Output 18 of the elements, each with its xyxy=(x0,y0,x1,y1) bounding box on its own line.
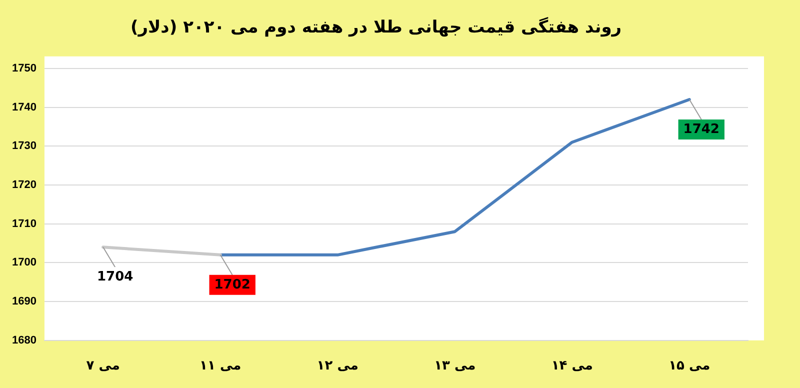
y-tick-label: 1720 xyxy=(12,179,36,192)
y-tick-label: 1710 xyxy=(12,218,36,230)
chart-title: روند هفتگی قیمت جهانی طلا در هفته دوم می ۲۰۲۰ (دلار) xyxy=(130,16,622,38)
y-tick-label: 1690 xyxy=(12,296,36,308)
data-label: 1742 xyxy=(683,122,720,137)
y-tick-label: 1730 xyxy=(12,140,36,152)
x-tick-label: ۷ می xyxy=(86,358,120,374)
y-tick-label: 1740 xyxy=(12,101,36,114)
x-tick-label: ۱۵ می xyxy=(668,358,710,374)
y-tick-label: 1750 xyxy=(12,62,36,74)
y-tick-label: 1700 xyxy=(12,256,36,269)
x-tick-label: ۱۳ می xyxy=(434,358,476,374)
x-tick-label: ۱۴ می xyxy=(551,358,593,374)
data-label: 1704 xyxy=(97,270,134,285)
x-tick-label: ۱۱ می xyxy=(200,358,242,374)
y-tick-label: 1680 xyxy=(12,334,36,346)
x-tick-label: ۱۲ می xyxy=(316,358,358,374)
data-label: 1702 xyxy=(214,277,250,292)
